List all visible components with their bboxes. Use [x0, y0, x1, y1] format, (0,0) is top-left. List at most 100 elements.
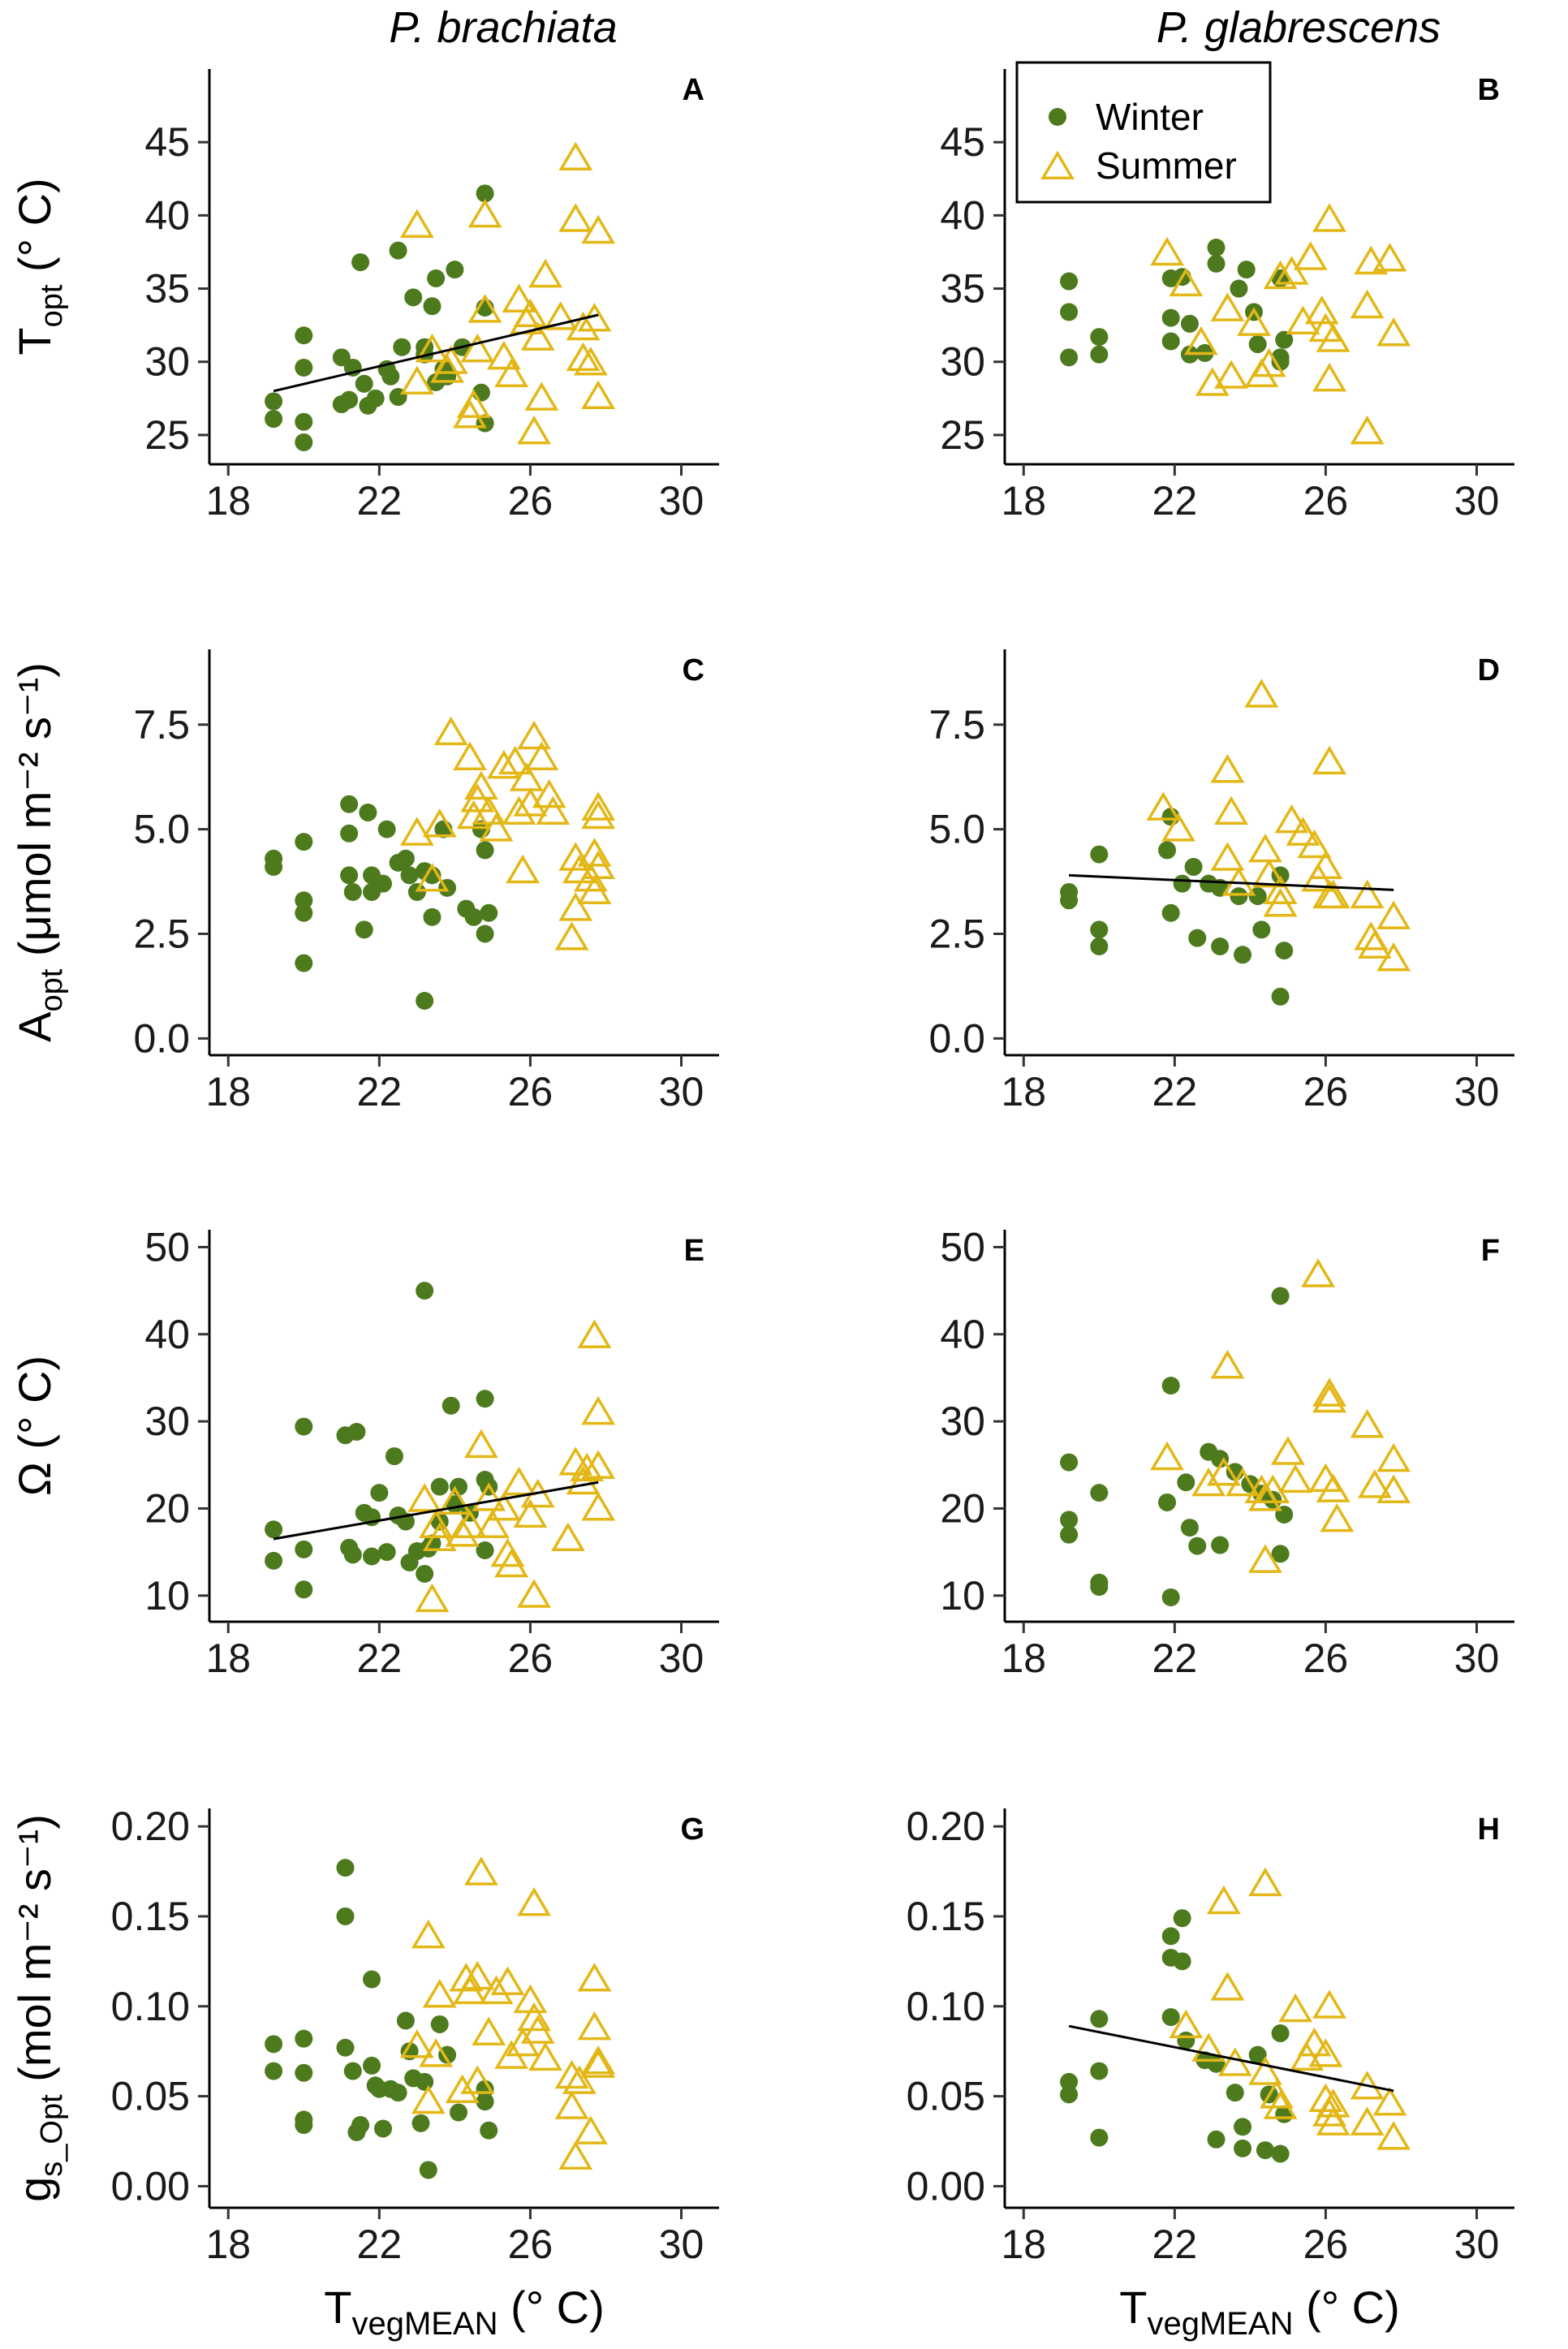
panel-letter: B: [1478, 73, 1500, 107]
panel-letter: D: [1478, 653, 1500, 687]
col-title-right: P. glabrescens: [1157, 3, 1441, 52]
panel-G: 18 22 26 30 0.00 0.05 0.10 0.15 0.20 G: [111, 1804, 719, 2267]
winter-point: [355, 920, 373, 939]
summer-point: [1183, 325, 1218, 356]
summer-point: [1278, 1463, 1313, 1493]
y-tick-label: 10: [940, 1573, 985, 1618]
summer-point: [1210, 1972, 1245, 2001]
panel-letter: H: [1478, 1812, 1500, 1847]
panel-D: 18 22 26 30 0.0 2.5 5.0 7.5 D: [928, 649, 1514, 1114]
winter-point: [1180, 314, 1199, 333]
y-tick-label: 20: [940, 1485, 985, 1531]
winter-point: [351, 2116, 370, 2135]
summer-point: [1150, 1441, 1184, 1471]
winter-point: [377, 820, 396, 838]
summer-point: [577, 875, 612, 904]
y-tick-label: 45: [940, 119, 985, 165]
x-tick-label: 22: [357, 2222, 403, 2267]
winter-point: [1060, 348, 1079, 367]
x-tick-label: 18: [1001, 2222, 1046, 2267]
winter-point: [1158, 1493, 1177, 1511]
x-tick-label: 18: [205, 1636, 251, 1681]
x-axis-title: TvegMEAN (° C): [1119, 2282, 1400, 2342]
panel-A: 18 22 26 30 25 30 35 40 45 A: [144, 69, 719, 524]
y-tick-label: 40: [144, 1312, 190, 1357]
winter-point: [1090, 2128, 1109, 2147]
winter-point: [351, 253, 370, 272]
summer-point: [453, 399, 487, 429]
summer-point: [464, 770, 498, 800]
legend-winter-marker: [1049, 108, 1066, 126]
winter-point: [1090, 845, 1109, 864]
panel-letter: G: [680, 1812, 704, 1847]
summer-point: [1191, 1467, 1226, 1497]
summer-point: [1210, 842, 1245, 871]
summer-point: [490, 1537, 525, 1567]
winter-point: [1211, 937, 1230, 955]
x-title-unit: (° C): [498, 2282, 605, 2333]
winter-point: [1275, 330, 1294, 349]
winter-point: [423, 297, 442, 316]
x-tick-label: 30: [1454, 1636, 1500, 1681]
summer-point: [1256, 1474, 1290, 1504]
winter-point: [295, 833, 313, 851]
winter-point: [1271, 352, 1290, 371]
summer-point: [1312, 1377, 1346, 1407]
y-tick-label: 50: [144, 1224, 190, 1269]
summer-point: [502, 1466, 536, 1496]
summer-point: [1210, 754, 1245, 783]
summer-point: [399, 2029, 434, 2058]
x-tick-label: 26: [1303, 1636, 1349, 1681]
summer-point: [554, 2059, 589, 2089]
x-axis-title: TvegMEAN (° C): [324, 2282, 605, 2342]
summer-point: [1150, 236, 1184, 266]
summer-point: [524, 381, 559, 411]
summer-point: [422, 1979, 457, 2008]
winter-point: [265, 2035, 283, 2054]
summer-point: [464, 1856, 498, 1886]
summer-point: [581, 850, 616, 880]
x-tick-label: 26: [508, 478, 554, 524]
summer-point: [577, 1319, 612, 1348]
winter-point: [1271, 2144, 1290, 2163]
summer-point: [1308, 2083, 1343, 2113]
summer-point: [1248, 833, 1282, 863]
summer-point: [460, 1960, 495, 1990]
summer-point: [524, 741, 559, 771]
winter-point: [265, 2062, 283, 2080]
winter-point: [336, 2038, 355, 2057]
summer-point: [554, 2090, 589, 2119]
summer-point: [566, 342, 601, 372]
summer-point: [509, 762, 544, 791]
y-tick-label: 0.10: [111, 1984, 190, 2029]
winter-point: [396, 2011, 415, 2030]
summer-point: [415, 333, 450, 363]
summer-point: [1357, 929, 1392, 959]
summer-point: [1304, 295, 1339, 325]
y-tick-label: 30: [940, 339, 985, 385]
winter-point: [476, 841, 494, 860]
y-tick-label: 0.15: [111, 1894, 190, 1939]
summer-point: [498, 745, 532, 775]
winter-point: [363, 2056, 381, 2075]
winter-point: [1184, 858, 1203, 877]
winter-point: [1230, 887, 1248, 906]
winter-point: [340, 390, 359, 409]
winter-point: [363, 1547, 381, 1566]
winter-point: [1161, 1927, 1180, 1946]
summer-point: [1312, 745, 1346, 775]
winter-point: [416, 2072, 434, 2091]
summer-point: [528, 2041, 562, 2071]
y-tick-label: 0.20: [907, 1804, 985, 1849]
summer-point: [1270, 1436, 1305, 1465]
winter-point: [396, 849, 415, 868]
winter-point: [423, 907, 442, 926]
summer-point: [1260, 2080, 1294, 2109]
winter-point: [389, 241, 407, 260]
summer-point: [1312, 362, 1346, 392]
winter-point: [340, 824, 359, 843]
summer-point: [1248, 1867, 1282, 1897]
x-tick-label: 26: [508, 1069, 554, 1114]
x-tick-label: 30: [1454, 1069, 1500, 1114]
winter-point: [480, 903, 498, 922]
